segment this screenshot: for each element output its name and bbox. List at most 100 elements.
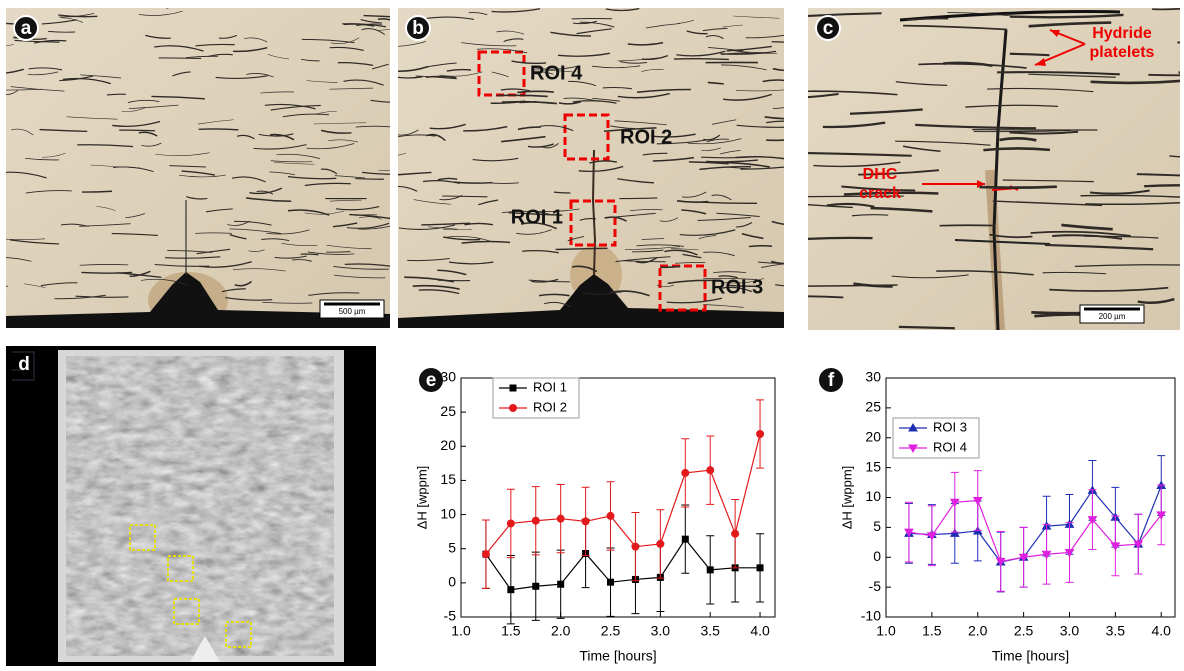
hydride	[796, 296, 843, 297]
hydride	[749, 246, 772, 247]
marker	[533, 583, 539, 589]
marker	[608, 579, 614, 585]
y-tick-label: 20	[865, 428, 881, 444]
panel-label: b	[412, 18, 424, 39]
y-tick-label: 10	[440, 505, 456, 521]
x-tick-label: 3.5	[700, 623, 720, 639]
roi-label: ROI 1	[511, 206, 563, 228]
y-tick-label: 10	[865, 488, 881, 504]
annotation: crack	[859, 185, 901, 202]
marker	[707, 567, 713, 573]
figure: abcd500 µm200 µmROI 4ROI 2ROI 1ROI 3Hydr…	[0, 0, 1184, 671]
panel-label: e	[426, 370, 437, 391]
series-line	[486, 539, 760, 590]
y-tick-label: -5	[869, 578, 882, 594]
marker	[482, 551, 489, 558]
y-tick-label: -5	[444, 608, 457, 624]
hydride	[0, 81, 3, 84]
chart: e -5 0 5 10 15 20 25 30 1.0 1.5 2.0 2.5 3.0 3.5 4.0 Time…	[414, 368, 775, 664]
marker	[582, 518, 589, 525]
x-tick-label: 3.0	[1060, 623, 1080, 639]
marker	[507, 520, 514, 527]
y-tick-label: 15	[865, 458, 881, 474]
hydride	[1010, 54, 1050, 55]
y-tick-label: 5	[873, 518, 881, 534]
marker	[682, 469, 689, 476]
hydride	[1152, 8, 1184, 10]
marker	[757, 565, 763, 571]
legend-label: ROI 2	[533, 399, 567, 414]
x-tick-label: 4.0	[750, 623, 770, 639]
x-tick-label: 1.5	[501, 623, 521, 639]
hydride	[979, 187, 1056, 188]
marker	[558, 581, 564, 587]
y-tick-label: 25	[440, 403, 456, 419]
hydride	[773, 69, 799, 71]
roi-label: ROI 2	[620, 126, 672, 148]
panel-label: d	[18, 354, 30, 375]
y-tick-label: 0	[873, 548, 881, 564]
y-tick-label: 30	[865, 369, 881, 385]
marker	[532, 517, 539, 524]
micrograph-a	[0, 4, 416, 328]
annotation: DHC	[863, 166, 898, 183]
marker	[682, 536, 688, 542]
panel-label: f	[828, 370, 835, 391]
hydride	[166, 4, 187, 8]
y-axis-title: ΔH [wppm]	[414, 466, 429, 530]
x-tick-label: 1.0	[876, 623, 896, 639]
x-tick-label: 2.5	[1014, 623, 1034, 639]
hydride	[803, 238, 873, 239]
series-line	[909, 486, 1161, 562]
x-tick-label: 2.5	[601, 623, 621, 639]
roi-label: ROI 4	[530, 62, 583, 84]
hydride	[199, 129, 239, 130]
marker	[508, 587, 514, 593]
marker	[757, 430, 764, 437]
panel-label: c	[823, 18, 834, 39]
y-axis-title: ΔH [wppm]	[839, 466, 854, 530]
roi-label: ROI 3	[711, 276, 763, 298]
x-axis-title: Time [hours]	[579, 648, 656, 664]
scale-bar-label: 200 µm	[1099, 312, 1126, 321]
legend-label: ROI 1	[533, 379, 567, 394]
hydride	[81, 272, 132, 273]
legend-label: ROI 3	[933, 419, 967, 434]
legend-marker	[510, 385, 516, 391]
scale-bar-label: 500 µm	[339, 307, 366, 316]
series-line	[486, 434, 760, 554]
plot-frame	[886, 378, 1175, 617]
marker	[951, 499, 959, 506]
y-tick-label: 0	[448, 574, 456, 590]
x-tick-label: 4.0	[1152, 623, 1172, 639]
x-tick-label: 3.0	[651, 623, 671, 639]
y-tick-label: 5	[448, 539, 456, 555]
x-tick-label: 2.0	[968, 623, 988, 639]
y-tick-label: 25	[865, 399, 881, 415]
x-axis-title: Time [hours]	[992, 648, 1069, 664]
y-tick-label: 15	[440, 471, 456, 487]
x-tick-label: 1.0	[451, 623, 471, 639]
y-tick-label: -10	[861, 608, 881, 624]
marker	[707, 467, 714, 474]
legend-label: ROI 4	[933, 439, 967, 454]
hydride	[674, 59, 729, 60]
hydride	[82, 191, 112, 192]
radiograph-d	[6, 346, 376, 666]
marker	[732, 530, 739, 537]
x-tick-label: 3.5	[1106, 623, 1126, 639]
series-line	[909, 500, 1161, 561]
marker	[607, 512, 614, 519]
legend-marker	[510, 405, 517, 412]
annotation: platelets	[1090, 44, 1155, 61]
hydride	[899, 327, 955, 328]
y-tick-label: 30	[440, 369, 456, 385]
hydride	[159, 58, 202, 59]
marker	[557, 515, 564, 522]
x-tick-label: 2.0	[551, 623, 571, 639]
y-tick-label: 20	[440, 437, 456, 453]
marker	[1111, 543, 1119, 550]
panel-label: a	[21, 18, 32, 39]
marker	[657, 540, 664, 547]
hydride	[119, 130, 155, 131]
